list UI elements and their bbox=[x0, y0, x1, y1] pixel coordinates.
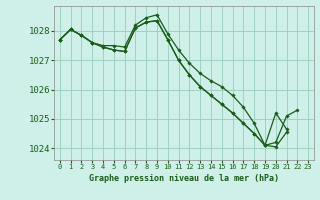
X-axis label: Graphe pression niveau de la mer (hPa): Graphe pression niveau de la mer (hPa) bbox=[89, 174, 279, 183]
